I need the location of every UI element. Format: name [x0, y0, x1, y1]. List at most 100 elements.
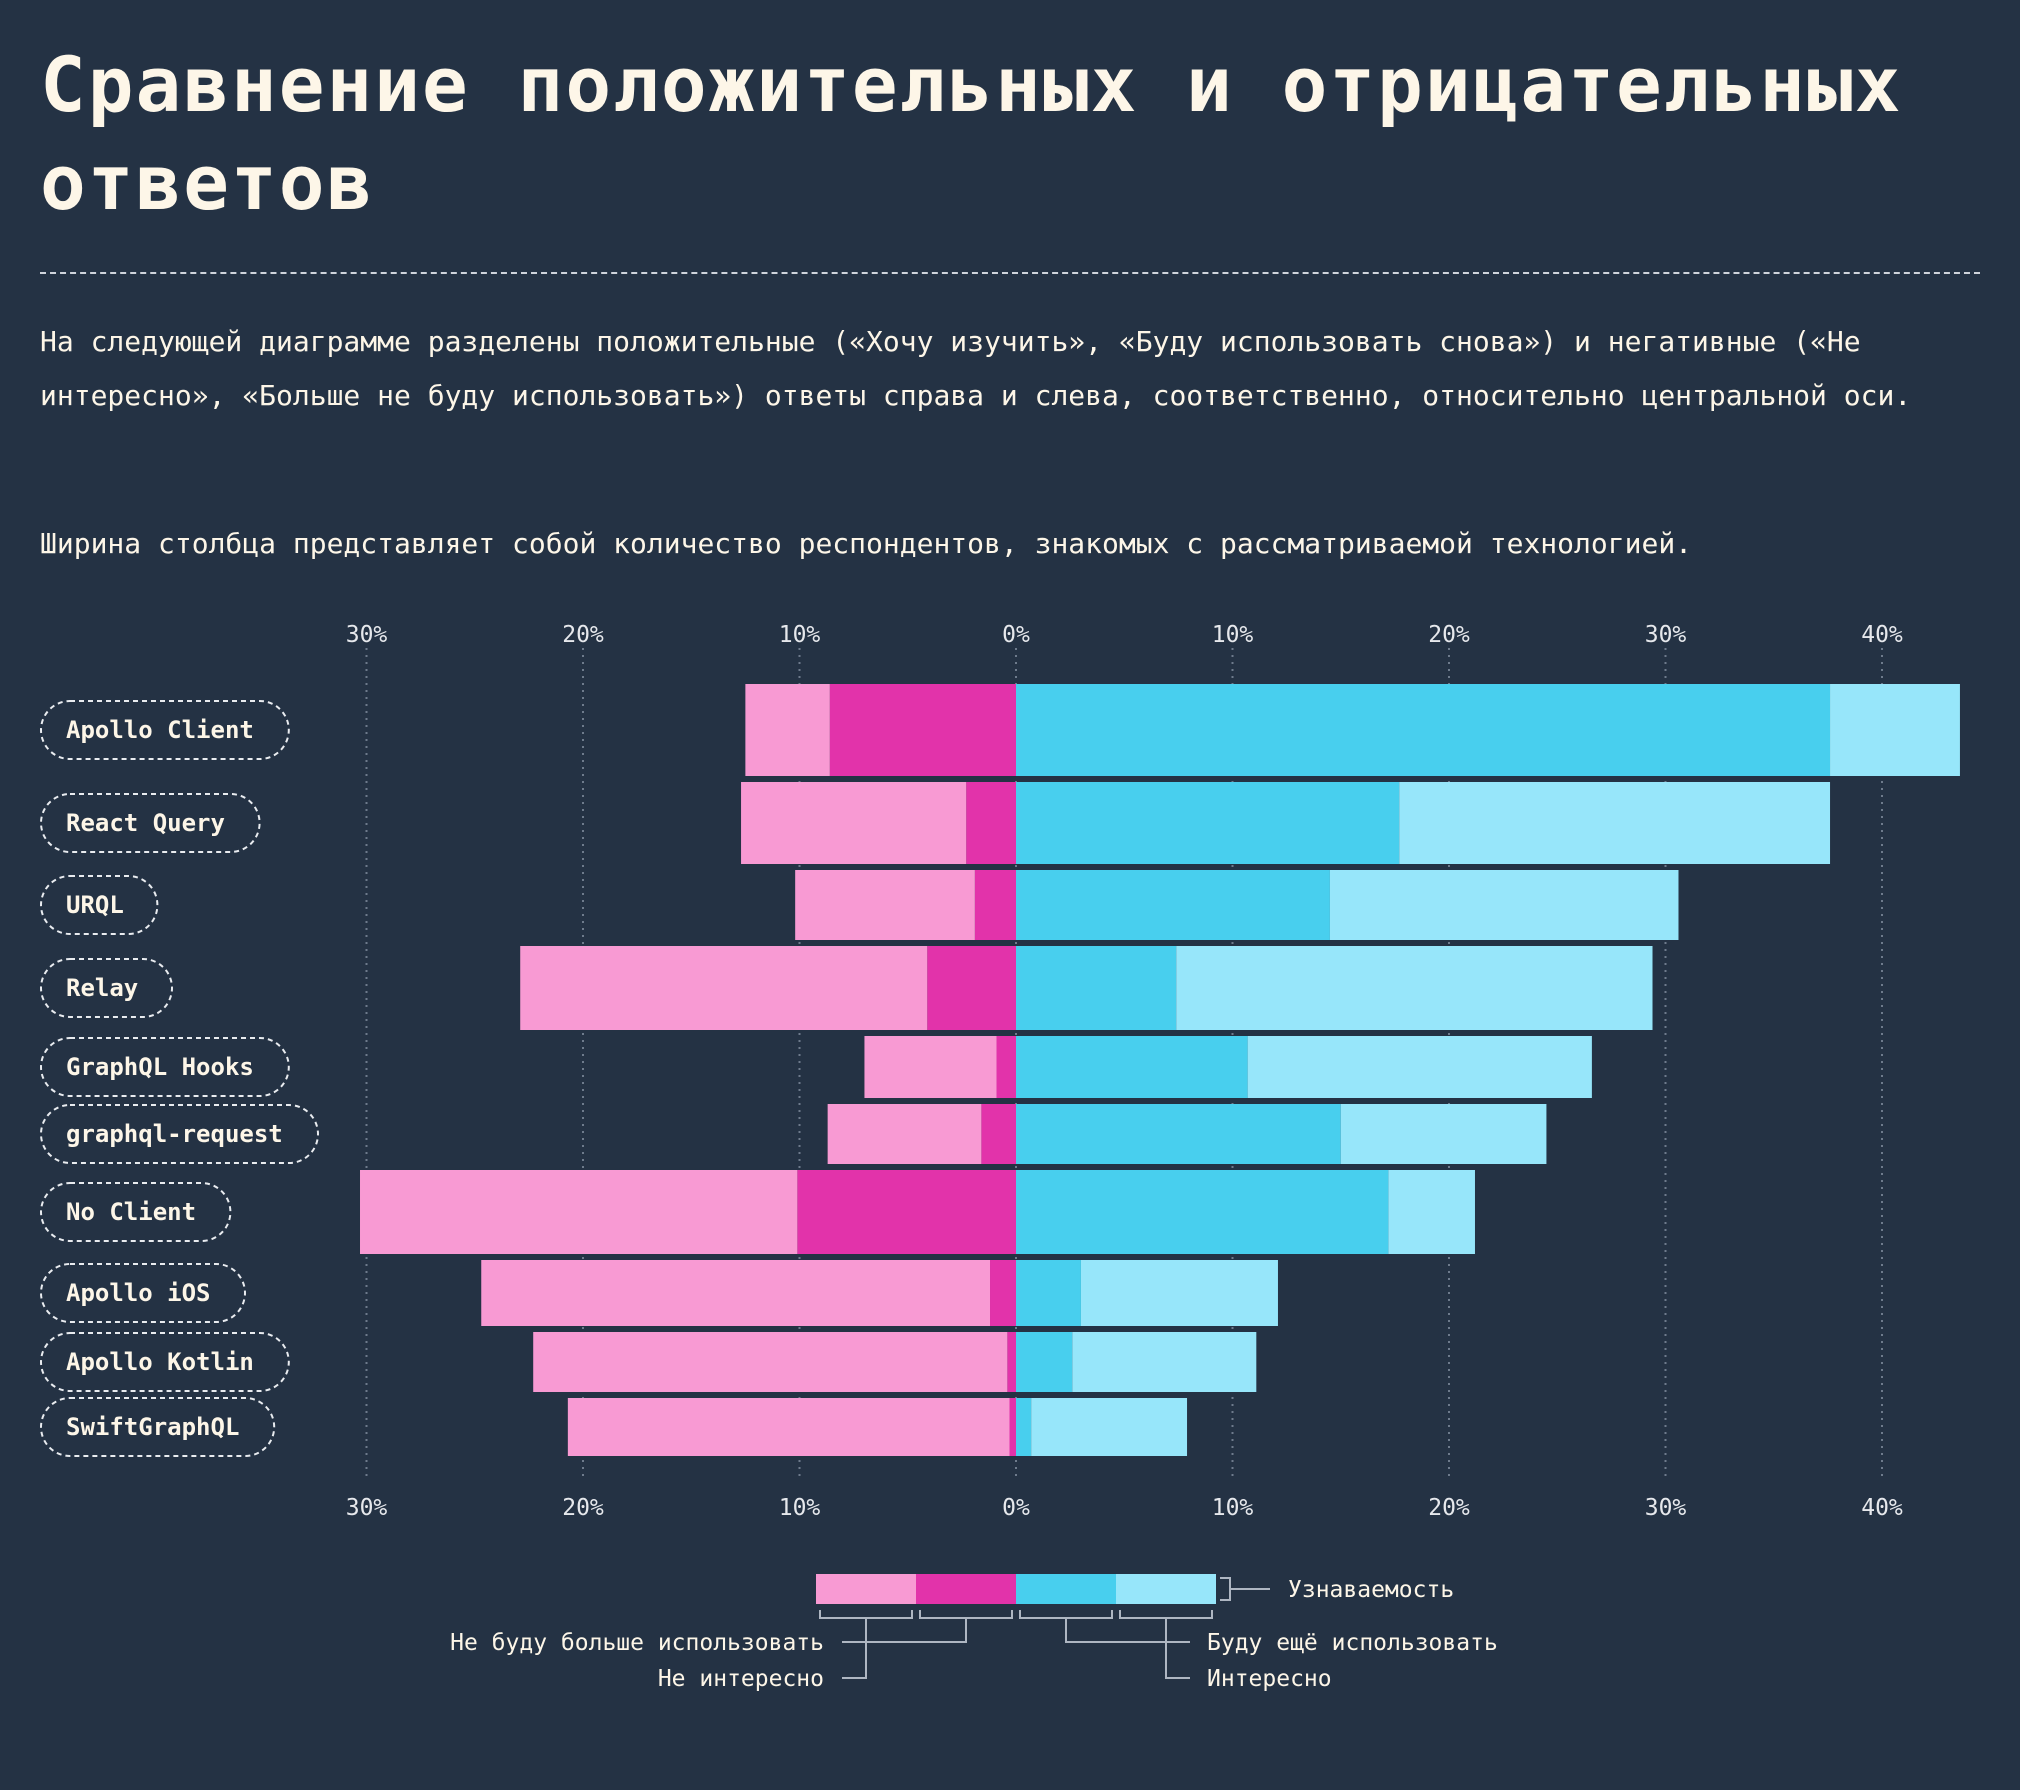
- category-label: No Client: [66, 1198, 196, 1226]
- legend-connector: [1165, 1618, 1190, 1679]
- legend-label-interested: Интересно: [1207, 1666, 1332, 1692]
- top-axis-ticks: 30% 20% 10% 0% 10% 20% 30% 40%: [346, 622, 1903, 648]
- bar-segment: [1080, 1260, 1278, 1326]
- bar-segment: [1016, 946, 1177, 1030]
- tick-label-top: 30%: [346, 622, 388, 648]
- tick-label-top: 20%: [562, 622, 604, 648]
- legend-connector: [842, 1618, 967, 1643]
- legend: Узнаваемость Не буду больше использовать Н…: [450, 1574, 1498, 1692]
- tick-label-top: 40%: [1861, 622, 1903, 648]
- bar-segment: [1388, 1170, 1475, 1254]
- bar-segment: [864, 1036, 997, 1098]
- title-divider: [40, 272, 1980, 274]
- bar-segment: [1016, 1398, 1032, 1456]
- legend-connector: [1065, 1618, 1190, 1643]
- tick-label-bottom: 10%: [1212, 1495, 1254, 1521]
- legend-connector: [1220, 1577, 1231, 1601]
- bar-segment: [741, 782, 967, 864]
- bar-segment: [1247, 1036, 1592, 1098]
- bar-segment: [981, 1104, 1016, 1164]
- tick-label-bottom: 10%: [779, 1495, 821, 1521]
- bar-segment: [360, 1170, 798, 1254]
- category-pill: [40, 1104, 319, 1164]
- bar-segment: [996, 1036, 1016, 1098]
- bar-segment: [1016, 1104, 1341, 1164]
- category-label: URQL: [66, 891, 124, 919]
- category-pill: [40, 1182, 232, 1242]
- category-label: Relay: [66, 974, 138, 1002]
- bar-segment: [1016, 782, 1400, 864]
- tick-label-top: 20%: [1428, 622, 1470, 648]
- legend-swatch: [1116, 1574, 1216, 1604]
- bar-segment: [1007, 1332, 1016, 1392]
- category-label: graphql-request: [66, 1120, 283, 1148]
- category-pill: [40, 1332, 290, 1392]
- bar-segment: [567, 1398, 1010, 1456]
- bar-segment: [829, 684, 1016, 776]
- description-paragraph-2: Ширина столбца представляет собой количе…: [40, 527, 1693, 560]
- category-label: Apollo iOS: [66, 1279, 211, 1307]
- legend-swatch: [816, 1574, 916, 1604]
- bar-segment: [745, 684, 830, 776]
- tick-label-bottom: 30%: [346, 1495, 388, 1521]
- bar-segment: [927, 946, 1016, 1030]
- legend-label-not-interested: Не интересно: [658, 1666, 824, 1692]
- bar-segment: [1016, 1170, 1389, 1254]
- description-paragraph-1: На следующей диаграмме разделены положит…: [40, 325, 1912, 412]
- tick-label-bottom: 40%: [1861, 1495, 1903, 1521]
- legend-connector: [842, 1618, 867, 1679]
- legend-connector: [919, 1610, 1013, 1619]
- legend-connector: [819, 1610, 913, 1619]
- bar-segment: [1340, 1104, 1547, 1164]
- bar-segment: [795, 870, 975, 940]
- page-title: Сравнение положительных и отрицательных …: [40, 40, 1903, 227]
- bar-segment: [1072, 1332, 1257, 1392]
- legend-swatch: [916, 1574, 1016, 1604]
- category-pill: [40, 958, 173, 1018]
- diverging-bar-chart: 30% 20% 10% 0% 10% 20% 30% 40% 30% 20% 10% 0% 10% 20…: [40, 622, 1960, 1692]
- legend-connector: [1019, 1610, 1113, 1619]
- bar-segment: [1830, 684, 1960, 776]
- category-pill: [40, 1263, 246, 1323]
- bar-segment: [966, 782, 1016, 864]
- tick-label-top: 0%: [1002, 622, 1030, 648]
- legend-swatch: [1016, 1574, 1116, 1604]
- bar-segment: [797, 1170, 1016, 1254]
- category-labels: Apollo Client React Query URQL Relay GraphQL…: [40, 700, 319, 1457]
- legend-connector: [1119, 1610, 1213, 1619]
- category-pill: [40, 1037, 290, 1097]
- bar-segment: [1329, 870, 1679, 940]
- bar-segment: [827, 1104, 982, 1164]
- category-label: Apollo Kotlin: [66, 1348, 254, 1376]
- bar-segment: [1016, 1260, 1081, 1326]
- bar-segment: [1399, 782, 1831, 864]
- bar-segment: [1016, 870, 1330, 940]
- tick-label-top: 30%: [1645, 622, 1687, 648]
- tick-label-top: 10%: [1212, 622, 1254, 648]
- tick-label-bottom: 20%: [1428, 1495, 1470, 1521]
- category-pill: [40, 700, 290, 760]
- bottom-axis-ticks: 30% 20% 10% 0% 10% 20% 30% 40%: [346, 1495, 1903, 1521]
- tick-label-bottom: 30%: [1645, 1495, 1687, 1521]
- bar-segment: [520, 946, 928, 1030]
- tick-label-bottom: 20%: [562, 1495, 604, 1521]
- bar-segment: [481, 1260, 991, 1326]
- category-pill: [40, 1397, 276, 1457]
- bar-segment: [1009, 1398, 1016, 1456]
- category-pill: [40, 875, 159, 935]
- bar-segment: [1016, 1332, 1073, 1392]
- category-label: React Query: [66, 809, 225, 837]
- bar-segment: [533, 1332, 1008, 1392]
- tick-label-bottom: 0%: [1002, 1495, 1030, 1521]
- category-label: GraphQL Hooks: [66, 1053, 254, 1081]
- bar-segment: [1016, 684, 1831, 776]
- category-label: SwiftGraphQL: [66, 1413, 239, 1441]
- bar-segment: [1016, 1036, 1248, 1098]
- category-label: Apollo Client: [66, 716, 254, 744]
- bar-segment: [1031, 1398, 1188, 1456]
- legend-label-would-not-use: Не буду больше использовать: [450, 1630, 824, 1656]
- bar-segment: [1176, 946, 1653, 1030]
- legend-label-would-use: Буду ещё использовать: [1207, 1630, 1498, 1656]
- bars: [360, 684, 1960, 1456]
- bar-segment: [974, 870, 1016, 940]
